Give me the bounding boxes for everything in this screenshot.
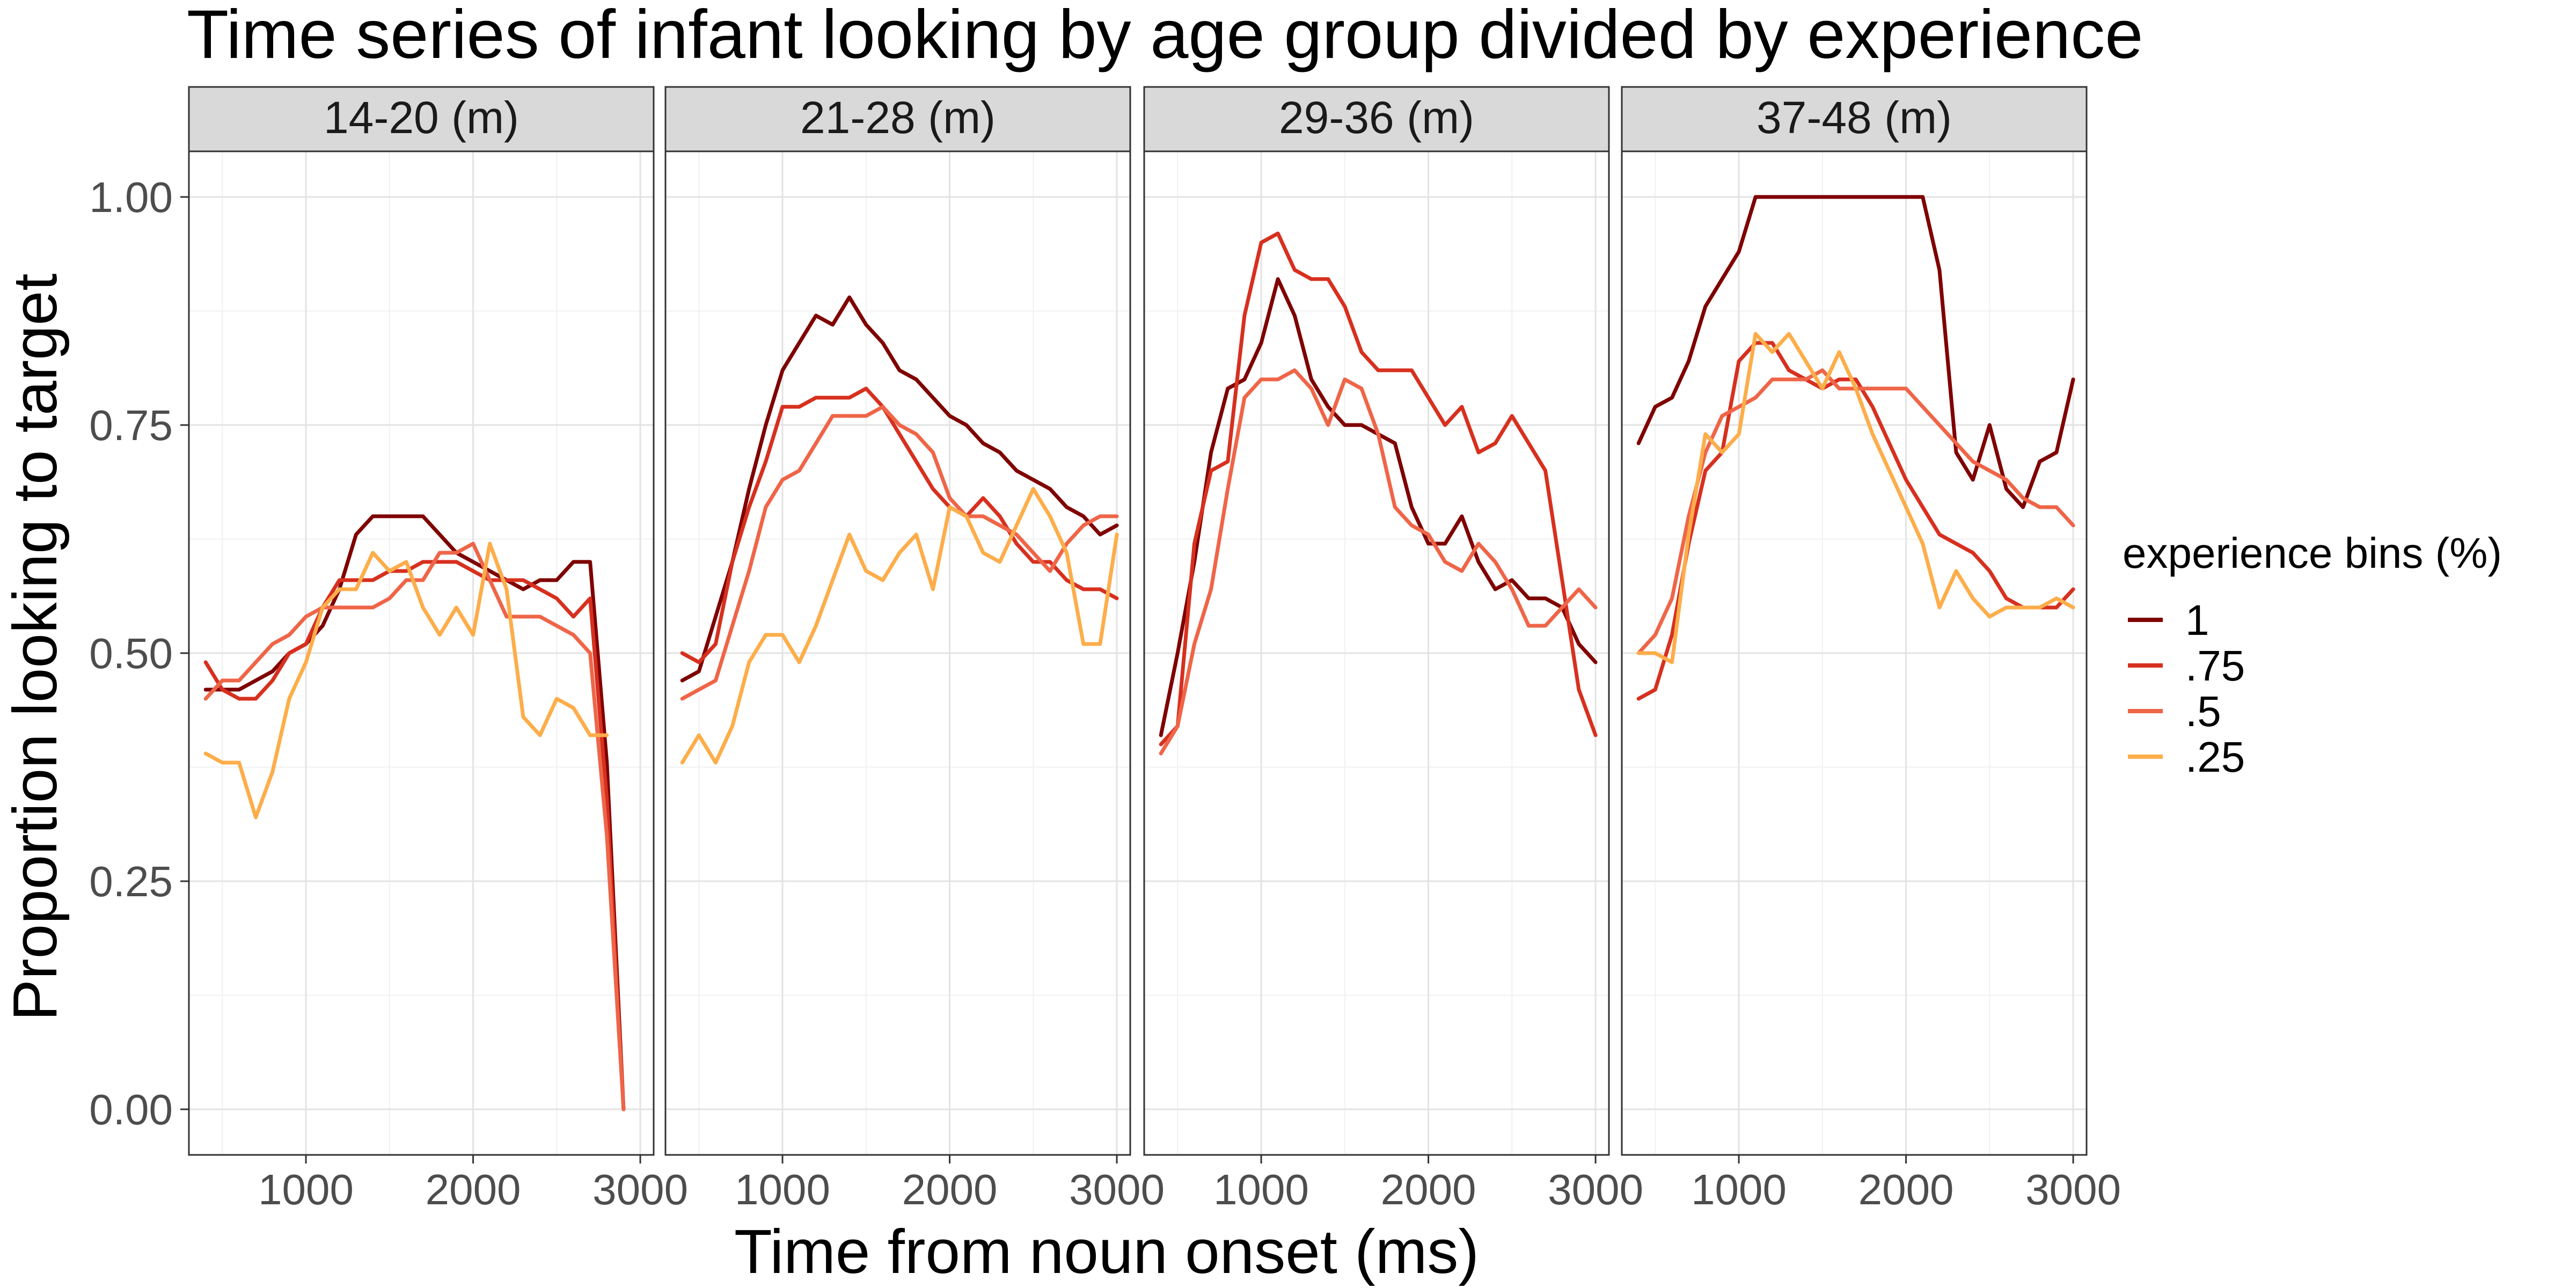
legend-item: .5 — [2128, 687, 2221, 735]
facet-panels: 14-20 (m) 1000 2000 3000 21-28 (m) 1000 2000 30… — [188, 86, 2121, 1213]
facet-strip-label: 14-20 (m) — [324, 92, 519, 143]
x-tick-label: 2000 — [902, 1166, 998, 1213]
legend: experience bins (%) 1.75.5.25 — [2123, 529, 2502, 781]
series-line-1 — [203, 514, 626, 1111]
facet-panel: 14-20 (m) 1000 2000 3000 — [188, 86, 688, 1213]
series-line-p5 — [1159, 368, 1598, 756]
x-tick-label: 2000 — [1381, 1166, 1476, 1213]
y-tick-label: 0.50 — [89, 630, 173, 677]
legend-title: experience bins (%) — [2123, 529, 2502, 577]
series-line-1 — [1636, 195, 2075, 509]
x-tick-label: 1000 — [258, 1166, 354, 1213]
facet-strip — [1621, 86, 2088, 152]
series-line-p5 — [680, 405, 1119, 701]
series-line-1 — [680, 295, 1119, 683]
facet-strip-label: 29-36 (m) — [1279, 92, 1474, 143]
series-line-p25 — [1636, 332, 2075, 664]
facet-strip-label: 37-48 (m) — [1757, 92, 1952, 143]
series-line-p25 — [203, 541, 609, 819]
legend-item: .25 — [2128, 733, 2245, 781]
panel-border — [1621, 150, 2088, 1156]
legend-label: .25 — [2185, 733, 2245, 781]
x-tick-label: 1000 — [735, 1166, 830, 1213]
legend-item: .75 — [2128, 642, 2245, 690]
x-tick-label: 1000 — [1691, 1166, 1787, 1213]
legend-item: 1 — [2128, 596, 2209, 644]
x-tick-label: 3000 — [2025, 1166, 2121, 1213]
y-tick-label: 0.75 — [89, 401, 173, 449]
legend-label: 1 — [2185, 596, 2209, 644]
y-axis-ticks: 0.00 0.25 0.50 0.75 1.00 — [89, 173, 189, 1133]
series-line-p75 — [203, 560, 626, 1111]
x-tick-label: 2000 — [426, 1166, 521, 1213]
x-tick-label: 2000 — [1858, 1166, 1954, 1213]
y-tick-label: 1.00 — [89, 173, 173, 221]
series-line-p25 — [680, 487, 1119, 765]
legend-label: .5 — [2185, 687, 2221, 735]
facet-strip — [188, 86, 655, 152]
series-line-p75 — [1636, 341, 2075, 701]
x-tick-label: 1000 — [1213, 1166, 1309, 1213]
panel-border — [664, 150, 1131, 1156]
series-line-p75 — [680, 386, 1119, 664]
x-tick-label: 3000 — [1069, 1166, 1165, 1213]
x-axis-title: Time from noun onset (ms) — [734, 1217, 1479, 1286]
series-line-p75 — [1159, 231, 1598, 747]
facet-panel: 29-36 (m) 1000 2000 3000 — [1143, 86, 1643, 1213]
y-tick-label: 0.00 — [89, 1086, 173, 1133]
x-tick-label: 3000 — [592, 1166, 688, 1213]
y-tick-label: 0.25 — [89, 858, 173, 905]
y-axis-title: Proportion looking to target — [0, 274, 70, 1021]
facet-panel: 21-28 (m) 1000 2000 3000 — [664, 86, 1165, 1213]
facet-strip — [1143, 86, 1610, 152]
chart-title: Time series of infant looking by age gro… — [187, 0, 2143, 73]
facet-panel: 37-48 (m) 1000 2000 3000 — [1621, 86, 2121, 1213]
legend-items: 1.75.5.25 — [2128, 596, 2245, 781]
legend-label: .75 — [2185, 642, 2245, 690]
x-tick-label: 3000 — [1548, 1166, 1643, 1213]
facet-strip-label: 21-28 (m) — [800, 92, 996, 143]
panel-border — [1143, 150, 1610, 1156]
